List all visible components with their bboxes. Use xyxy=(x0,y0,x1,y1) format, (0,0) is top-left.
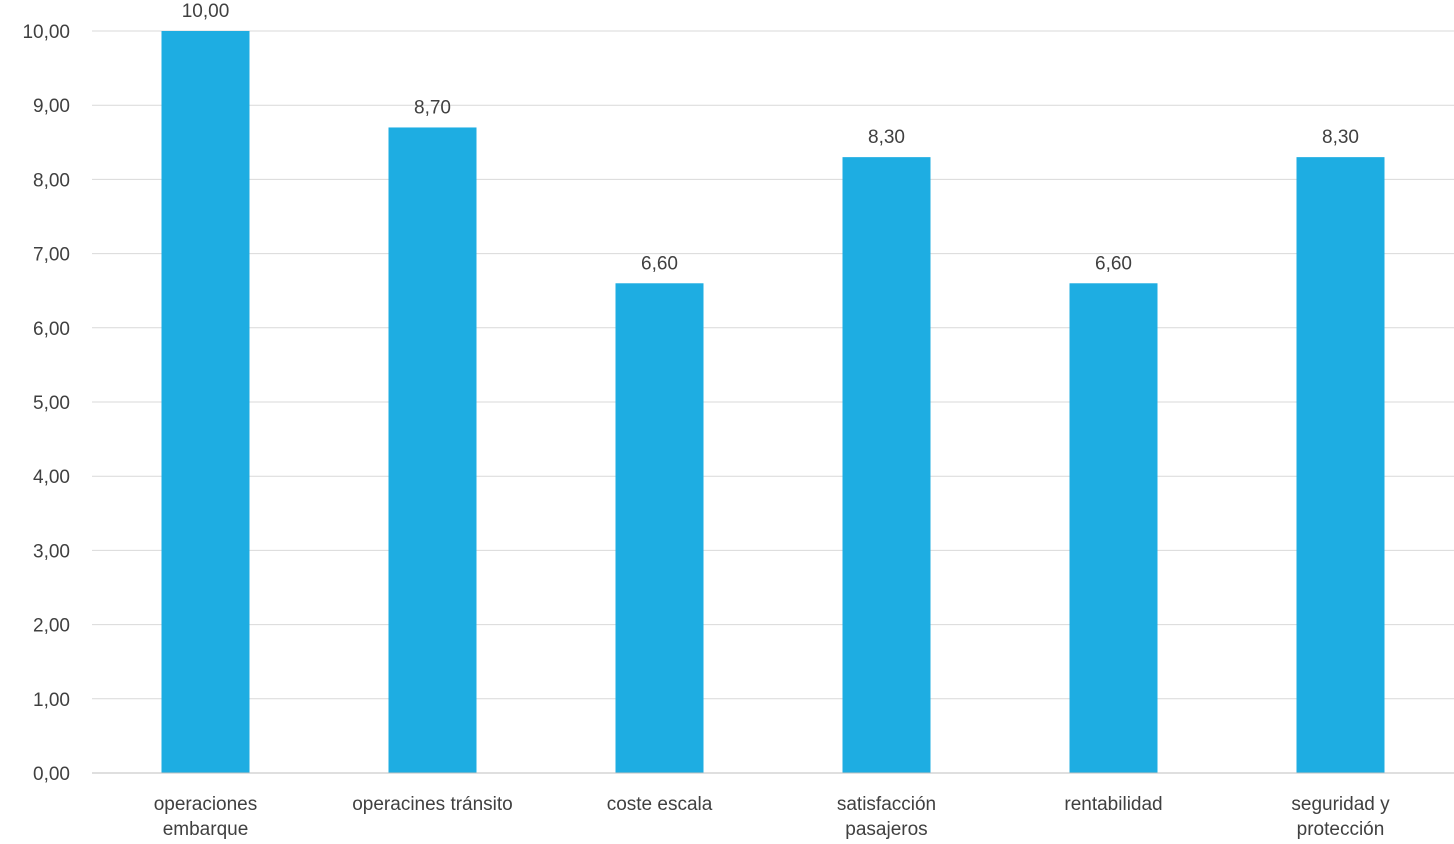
category-label: rentabilidad xyxy=(1064,794,1162,815)
category-label: seguridad y protección xyxy=(1291,794,1390,840)
y-tick-label: 8,00 xyxy=(33,170,70,191)
category-label-line: embarque xyxy=(163,819,249,840)
bars xyxy=(161,31,1385,773)
category-label: operaciones embarque xyxy=(154,794,258,840)
category-label-line: protección xyxy=(1297,819,1385,840)
y-tick-label: 7,00 xyxy=(33,245,70,266)
data-label: 8,30 xyxy=(1322,127,1359,148)
gridlines xyxy=(92,30,1454,700)
y-tick-label: 9,00 xyxy=(33,96,70,117)
category-label-line: pasajeros xyxy=(845,819,927,840)
y-tick-label: 10,00 xyxy=(22,22,70,43)
data-label: 6,60 xyxy=(1095,253,1132,274)
category-label: operacines tránsito xyxy=(352,794,513,815)
y-tick-label: 4,00 xyxy=(33,467,70,488)
bar xyxy=(842,157,931,773)
y-axis-tick-labels: 0,00 1,00 2,00 3,00 4,00 5,00 6,00 7,00 8,00 9,00… xyxy=(22,22,70,785)
y-tick-label: 5,00 xyxy=(33,393,70,414)
category-label-line: operaciones xyxy=(154,794,258,815)
category-label-line: operacines tránsito xyxy=(352,794,513,815)
data-label: 8,70 xyxy=(414,97,451,118)
category-label-line: coste escala xyxy=(607,794,713,815)
y-tick-label: 3,00 xyxy=(33,541,70,562)
category-label: satisfacción pasajeros xyxy=(837,794,936,840)
category-label-line: satisfacción xyxy=(837,794,936,815)
category-label-line: rentabilidad xyxy=(1064,794,1162,815)
bar xyxy=(161,31,250,773)
x-axis-category-labels: operaciones embarque operacines tránsito co… xyxy=(154,794,1390,840)
y-tick-label: 1,00 xyxy=(33,690,70,711)
category-label: coste escala xyxy=(607,794,713,815)
data-labels: 10,00 8,70 6,60 8,30 6,60 8,30 xyxy=(182,1,1359,274)
category-label-line: seguridad y xyxy=(1291,794,1390,815)
bar xyxy=(388,127,477,773)
data-label: 8,30 xyxy=(868,127,905,148)
data-label: 10,00 xyxy=(182,1,230,22)
y-tick-label: 6,00 xyxy=(33,319,70,340)
y-tick-label: 2,00 xyxy=(33,616,70,637)
bar xyxy=(1069,283,1158,773)
data-label: 6,60 xyxy=(641,253,678,274)
bar xyxy=(1296,157,1385,773)
bar xyxy=(615,283,704,773)
y-tick-label: 0,00 xyxy=(33,764,70,785)
